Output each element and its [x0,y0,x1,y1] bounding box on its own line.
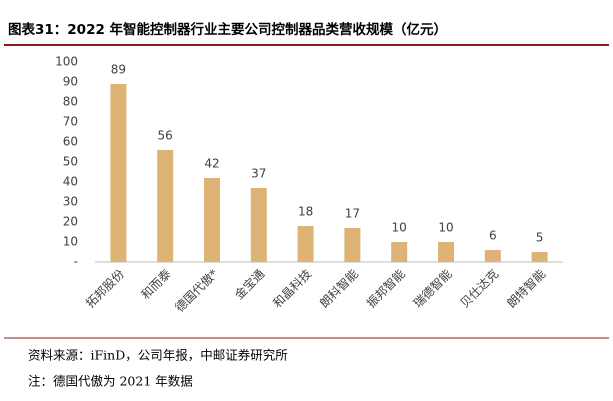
bar [204,178,220,262]
y-tick-label: 30 [63,195,78,209]
x-tick-label: 贝仕达克 [458,267,502,311]
bar [531,252,548,262]
data-note: 注：德国代傲为 2021 年数据 [28,374,193,389]
bar [391,242,408,262]
data-label: 10 [392,221,407,235]
data-label: 5 [536,231,544,245]
x-tick-label: 和而泰 [138,267,173,302]
data-label: 17 [345,207,360,221]
y-tick-label: 50 [63,155,78,169]
x-tick-label: 和晶科技 [270,267,314,311]
data-label: 6 [489,229,497,243]
x-tick-label: 金宝通 [231,266,267,302]
bar [344,228,361,262]
y-tick-label: 60 [63,135,78,149]
x-tick-label: 瑞德智能 [410,266,455,311]
y-tick-label: 70 [63,115,78,129]
data-label: 42 [204,157,219,171]
data-label: 10 [438,221,453,235]
source-note: 资料来源：iFinD，公司年报，中邮证券研究所 [28,348,288,363]
bar [297,226,314,262]
data-label: 89 [111,63,126,77]
bar [250,188,267,262]
x-tick-label: 拓邦股份 [83,267,127,311]
x-tick-label: 德国代傲* [172,266,221,315]
x-tick-label: 振邦智能 [363,266,408,311]
y-tick-label: 80 [63,95,78,109]
data-label: 18 [298,205,313,219]
y-tick-label: 40 [63,175,78,189]
bar [157,150,174,262]
bar [110,84,127,262]
data-label: 37 [251,167,266,181]
y-tick-label: 100 [55,55,78,69]
y-tick-label: 90 [63,75,78,89]
x-tick-label: 朗科智能 [316,266,361,311]
y-tick-label: 10 [63,235,78,249]
x-tick-label: 朗特智能 [504,266,549,311]
y-tick-label: 20 [63,215,78,229]
bar [484,250,501,262]
chart-title: 图表31：2022 年智能控制器行业主要公司控制器品类营收规模（亿元） [8,21,447,38]
data-label: 56 [158,129,173,143]
y-tick-label: - [74,255,78,269]
bar [438,242,454,262]
